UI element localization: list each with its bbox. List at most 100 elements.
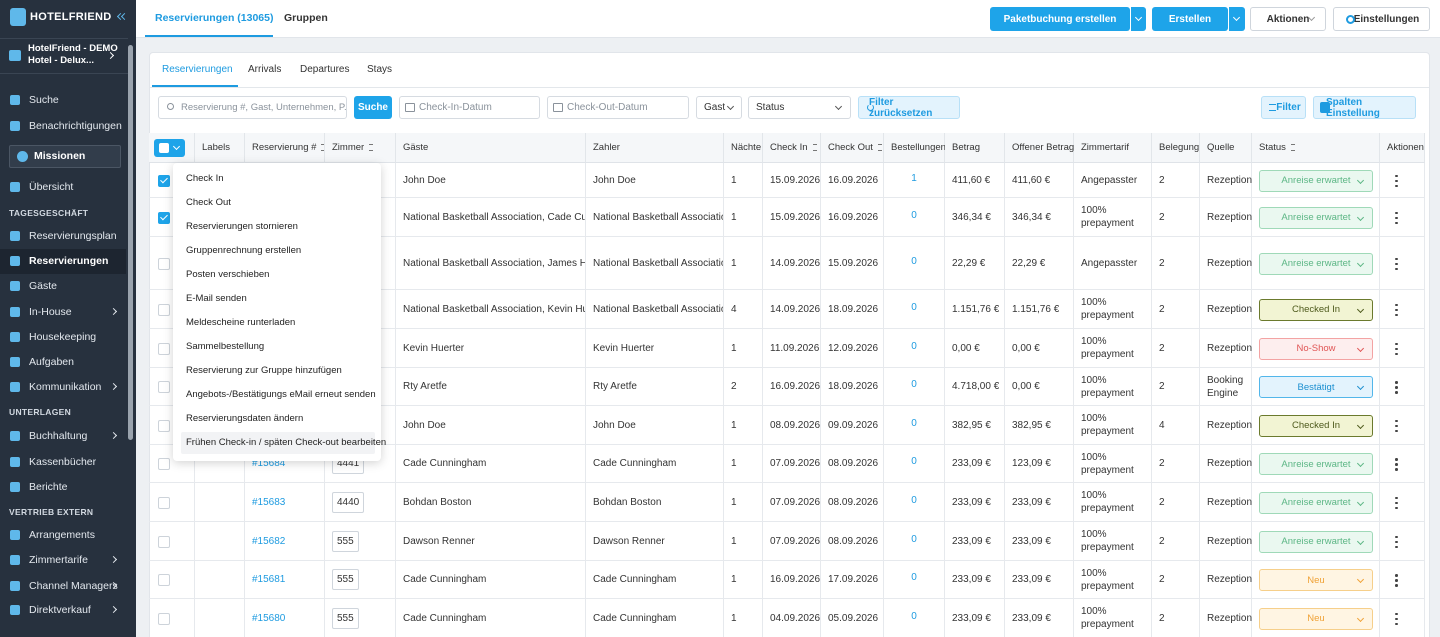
cell[interactable]	[1380, 406, 1425, 445]
menu-item[interactable]: Aufgaben	[29, 356, 74, 368]
reservation-link[interactable]: #15684	[252, 458, 286, 469]
sort-icon[interactable]	[321, 144, 324, 151]
menu-item[interactable]: Buchhaltung	[29, 430, 88, 442]
cell[interactable]	[1380, 561, 1425, 599]
status-select[interactable]: Anreise erwartet	[1259, 491, 1373, 514]
orders-link[interactable]: 0	[911, 340, 917, 352]
sort-icon[interactable]	[812, 144, 817, 151]
reservation-link[interactable]: #15682	[252, 535, 286, 547]
row-checkbox[interactable]	[158, 211, 170, 224]
bulk-action-item[interactable]: Posten verschieben	[186, 269, 270, 280]
subtab[interactable]: Stays	[367, 64, 393, 75]
subtab[interactable]: Reservierungen	[162, 64, 233, 75]
row-checkbox[interactable]	[158, 419, 170, 432]
menu-label[interactable]: Missionen	[34, 150, 86, 162]
package-button[interactable]: Paketbuchung erstellen	[990, 7, 1130, 31]
columns-button[interactable]: Spalten Einstellung	[1313, 96, 1416, 119]
status-select[interactable]: Anreise erwartet	[1259, 453, 1373, 475]
bulk-action-item[interactable]: Angebots-/Bestätigungs eMail erneut send…	[186, 389, 376, 400]
cell[interactable]	[1380, 237, 1425, 290]
missions-button[interactable]	[9, 145, 121, 168]
sort-icon[interactable]	[1290, 144, 1295, 151]
row-checkbox[interactable]	[158, 257, 170, 270]
search-input[interactable]: Reservierung #, Gast, Unternehmen, P...	[158, 96, 347, 119]
status-select[interactable]: Anreise erwartet	[1259, 206, 1373, 229]
cell[interactable]	[1380, 483, 1425, 522]
menu-item[interactable]: Berichte	[29, 481, 68, 493]
orders-link[interactable]: 0	[911, 417, 917, 429]
orders-link[interactable]: 0	[911, 610, 917, 622]
create-button[interactable]: Erstellen	[1152, 7, 1228, 31]
search-button[interactable]: Suche	[354, 96, 392, 119]
row-checkbox[interactable]	[158, 303, 170, 316]
bulk-action-item[interactable]: Check In	[186, 173, 224, 184]
select-all-button[interactable]	[154, 139, 185, 157]
orders-link[interactable]: 0	[911, 494, 917, 506]
orders-link[interactable]: 0	[911, 572, 917, 583]
status-select[interactable]: Checked In	[1259, 298, 1373, 321]
status-select[interactable]: No-Show	[1259, 337, 1373, 360]
guest-select[interactable]: Gast	[696, 96, 742, 119]
status-select[interactable]: Bestätigt	[1259, 376, 1373, 398]
cell[interactable]	[1380, 198, 1425, 237]
bulk-action-item[interactable]: Reservierungsdaten ändern	[186, 413, 304, 424]
menu-item[interactable]: Reservierungen	[29, 255, 109, 267]
orders-link[interactable]: 0	[911, 533, 917, 545]
status-select[interactable]: Anreise erwartet	[1259, 530, 1373, 553]
menu-item[interactable]: Direktverkauf	[29, 604, 91, 616]
status-select[interactable]: Neu	[1259, 607, 1373, 630]
cell[interactable]	[1380, 329, 1425, 368]
actions-button[interactable]: Aktionen	[1250, 7, 1326, 31]
status-select[interactable]: Anreise erwartet	[1259, 252, 1373, 275]
cell[interactable]	[1380, 290, 1425, 329]
tab-active[interactable]: Reservierungen (13065)	[155, 12, 274, 24]
filter-button[interactable]: Filter	[1261, 96, 1306, 119]
subtab[interactable]: Arrivals	[248, 64, 282, 75]
row-checkbox[interactable]	[158, 381, 170, 393]
row-checkbox[interactable]	[158, 574, 170, 586]
settings-button[interactable]: Einstellungen	[1333, 7, 1430, 31]
bulk-action-item[interactable]: Meldescheine runterladen	[186, 317, 296, 328]
reservation-link[interactable]: #15680	[252, 612, 286, 624]
row-checkbox[interactable]	[158, 535, 170, 548]
status-select[interactable]: Checked In	[1259, 414, 1373, 437]
menu-item[interactable]: Suche	[29, 94, 59, 106]
status-select[interactable]: Status	[748, 96, 851, 119]
row-checkbox[interactable]	[158, 174, 170, 187]
bulk-action-item[interactable]: Frühen Check-in / späten Check-out bearb…	[186, 437, 387, 448]
menu-item[interactable]: Kommunikation	[29, 381, 102, 393]
cell[interactable]	[1380, 599, 1425, 637]
bulk-action-item[interactable]: Reservierungen stornieren	[186, 221, 298, 232]
menu-item[interactable]: In-House	[29, 306, 72, 318]
menu-item[interactable]: Reservierungsplan	[29, 230, 117, 242]
menu-item[interactable]: Kassenbücher	[29, 456, 97, 468]
status-select[interactable]: Anreise erwartet	[1259, 169, 1373, 192]
bulk-action-item[interactable]: Gruppenrechnung erstellen	[186, 245, 302, 256]
date-input[interactable]: Check-In-Datum	[399, 96, 540, 119]
sort-icon[interactable]	[369, 144, 374, 151]
bulk-action-item[interactable]: E-Mail senden	[186, 293, 247, 304]
reservation-link[interactable]: #15681	[252, 574, 286, 585]
menu-item[interactable]: Übersicht	[29, 181, 74, 193]
package-caret[interactable]	[1131, 7, 1146, 31]
cell[interactable]	[1380, 522, 1425, 561]
date-input[interactable]: Check-Out-Datum	[547, 96, 689, 119]
hotel-switcher[interactable]	[0, 38, 128, 74]
orders-link[interactable]: 0	[911, 379, 917, 390]
reset-button[interactable]: Filter zurücksetzen	[858, 96, 960, 119]
bulk-action-item[interactable]: Sammelbestellung	[186, 341, 265, 352]
reservation-link[interactable]: #15683	[252, 496, 286, 508]
row-checkbox[interactable]	[158, 458, 170, 470]
sort-icon[interactable]	[877, 144, 882, 151]
tab[interactable]: Gruppen	[284, 12, 328, 24]
orders-link[interactable]: 0	[911, 209, 917, 221]
bulk-action-item[interactable]: Reservierung zur Gruppe hinzufügen	[186, 365, 342, 376]
cell[interactable]	[1380, 163, 1425, 198]
orders-link[interactable]: 0	[911, 255, 917, 267]
row-checkbox[interactable]	[158, 496, 170, 509]
orders-link[interactable]: 0	[911, 301, 917, 313]
bulk-action-item[interactable]: Check Out	[186, 197, 231, 208]
menu-item[interactable]: Channel Managers	[29, 580, 118, 592]
subtab[interactable]: Departures	[300, 64, 350, 75]
menu-item[interactable]: Zimmertarife	[29, 554, 88, 566]
